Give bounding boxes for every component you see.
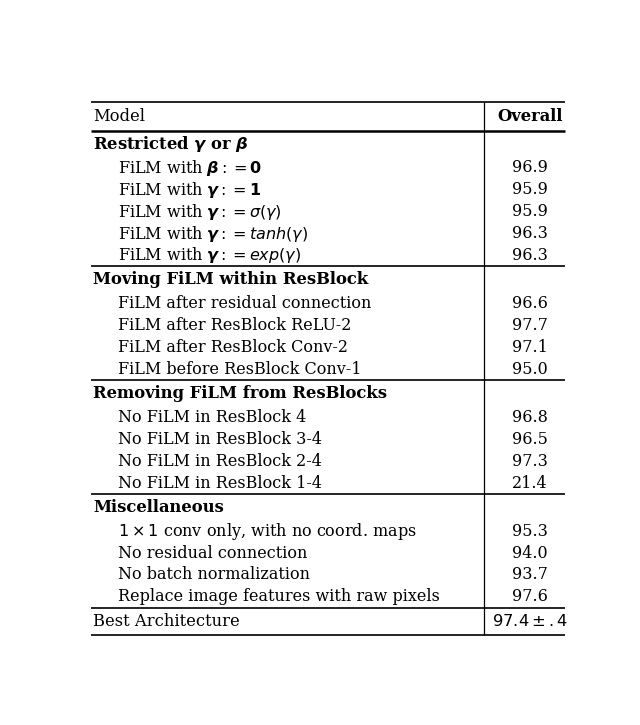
Text: FiLM after residual connection: FiLM after residual connection (118, 295, 372, 312)
Text: 96.8: 96.8 (512, 409, 548, 426)
Text: Best Architecture: Best Architecture (93, 613, 240, 630)
Text: 94.0: 94.0 (512, 544, 548, 562)
Text: Miscellaneous: Miscellaneous (93, 499, 224, 515)
Text: Moving FiLM within ResBlock: Moving FiLM within ResBlock (93, 271, 369, 288)
Text: FiLM with $\boldsymbol{\gamma} := \sigma(\gamma)$: FiLM with $\boldsymbol{\gamma} := \sigma… (118, 202, 282, 222)
Text: 96.3: 96.3 (512, 247, 548, 264)
Text: Overall: Overall (497, 108, 563, 125)
Text: 97.7: 97.7 (512, 317, 548, 334)
Text: No FiLM in ResBlock 2-4: No FiLM in ResBlock 2-4 (118, 452, 322, 470)
Text: 96.9: 96.9 (512, 160, 548, 176)
Text: 95.9: 95.9 (512, 203, 548, 220)
Text: Restricted $\boldsymbol{\gamma}$ or $\boldsymbol{\beta}$: Restricted $\boldsymbol{\gamma}$ or $\bo… (93, 134, 249, 154)
Text: FiLM after ResBlock Conv-2: FiLM after ResBlock Conv-2 (118, 339, 348, 356)
Text: 93.7: 93.7 (512, 566, 548, 584)
Text: 95.9: 95.9 (512, 181, 548, 198)
Text: 21.4: 21.4 (512, 475, 548, 492)
Text: No batch normalization: No batch normalization (118, 566, 310, 584)
Text: 96.5: 96.5 (512, 431, 548, 448)
Text: FiLM with $\boldsymbol{\beta} := \mathbf{0}$: FiLM with $\boldsymbol{\beta} := \mathbf… (118, 158, 262, 178)
Text: 96.3: 96.3 (512, 225, 548, 242)
Text: Model: Model (93, 108, 145, 125)
Text: No FiLM in ResBlock 1-4: No FiLM in ResBlock 1-4 (118, 475, 322, 492)
Text: FiLM with $\boldsymbol{\gamma} := tanh(\gamma)$: FiLM with $\boldsymbol{\gamma} := tanh(\… (118, 223, 308, 244)
Text: 97.3: 97.3 (512, 452, 548, 470)
Text: FiLM with $\boldsymbol{\gamma} := exp(\gamma)$: FiLM with $\boldsymbol{\gamma} := exp(\g… (118, 246, 301, 265)
Text: 97.1: 97.1 (512, 339, 548, 356)
Text: Replace image features with raw pixels: Replace image features with raw pixels (118, 589, 440, 605)
Text: 96.6: 96.6 (512, 295, 548, 312)
Text: $97.4\pm.4$: $97.4\pm.4$ (492, 613, 568, 630)
Text: No residual connection: No residual connection (118, 544, 308, 562)
Text: Removing FiLM from ResBlocks: Removing FiLM from ResBlocks (93, 385, 387, 402)
Text: $1 \times 1$ conv only, with no coord. maps: $1 \times 1$ conv only, with no coord. m… (118, 521, 417, 542)
Text: FiLM before ResBlock Conv-1: FiLM before ResBlock Conv-1 (118, 361, 362, 378)
Text: 95.3: 95.3 (512, 523, 548, 539)
Text: No FiLM in ResBlock 4: No FiLM in ResBlock 4 (118, 409, 307, 426)
Text: 97.6: 97.6 (512, 589, 548, 605)
Text: FiLM after ResBlock ReLU-2: FiLM after ResBlock ReLU-2 (118, 317, 351, 334)
Text: No FiLM in ResBlock 3-4: No FiLM in ResBlock 3-4 (118, 431, 322, 448)
Text: 95.0: 95.0 (512, 361, 548, 378)
Text: FiLM with $\boldsymbol{\gamma} := \mathbf{1}$: FiLM with $\boldsymbol{\gamma} := \mathb… (118, 180, 261, 199)
